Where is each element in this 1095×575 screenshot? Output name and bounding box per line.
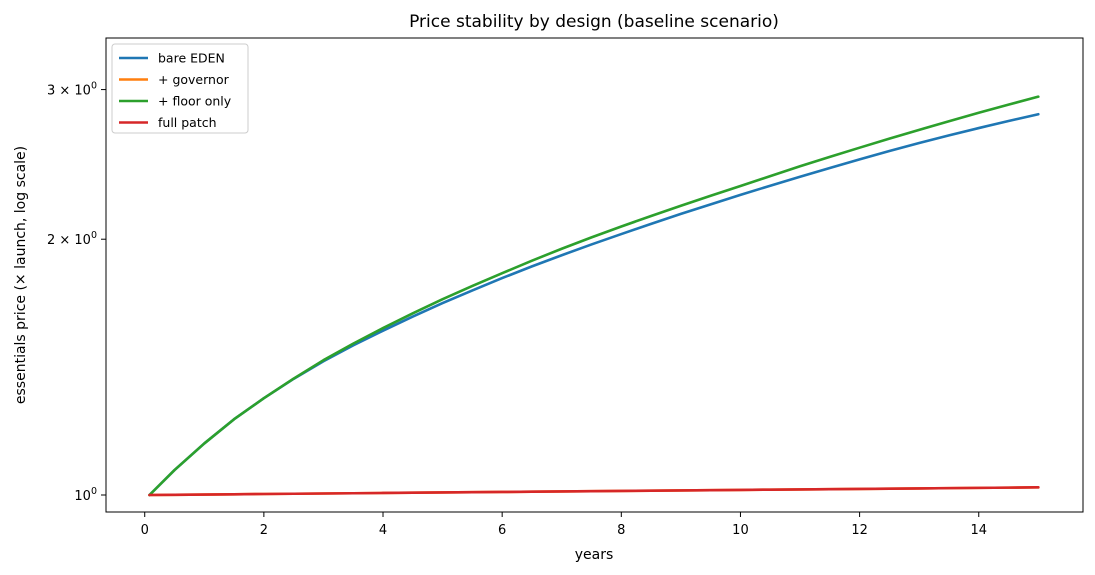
x-tick-label: 12 (851, 523, 868, 538)
legend: bare EDEN + governor + floor only full patc… (111, 43, 249, 134)
plot-frame (105, 37, 1084, 513)
legend-items: bare EDEN + governor + floor only full patc… (119, 51, 232, 130)
y-tick-label: 100 (74, 486, 97, 504)
x-axis-title: years (575, 547, 614, 563)
legend-label: + governor (158, 72, 230, 87)
y-axis-title: essentials price (× launch, log scale) (13, 146, 29, 404)
plot-area (105, 37, 1084, 513)
x-tick-label: 14 (970, 523, 987, 538)
x-axis: 0 2 4 6 8 10 12 14 (141, 512, 987, 538)
y-axis: 100 2 × 100 3 × 100 (47, 81, 106, 504)
legend-label: bare EDEN (158, 51, 225, 66)
y-tick-label: 2 × 100 (47, 230, 97, 248)
x-tick-label: 2 (260, 523, 268, 538)
series-line-2 (148, 95, 1040, 497)
legend-label: + floor only (158, 94, 232, 109)
x-tick-label: 8 (617, 523, 625, 538)
x-tick-label: 10 (732, 523, 749, 538)
x-tick-label: 6 (498, 523, 506, 538)
series-line-3 (148, 486, 1040, 497)
x-tick-label: 0 (141, 523, 149, 538)
chart-title: Price stability by design (baseline scen… (409, 12, 779, 32)
y-tick-label: 3 × 100 (47, 81, 97, 99)
legend-box (111, 43, 249, 134)
legend-label: full patch (158, 115, 217, 130)
x-tick-label: 4 (379, 523, 387, 538)
series-layer (148, 95, 1040, 497)
series-line-0 (148, 112, 1040, 497)
